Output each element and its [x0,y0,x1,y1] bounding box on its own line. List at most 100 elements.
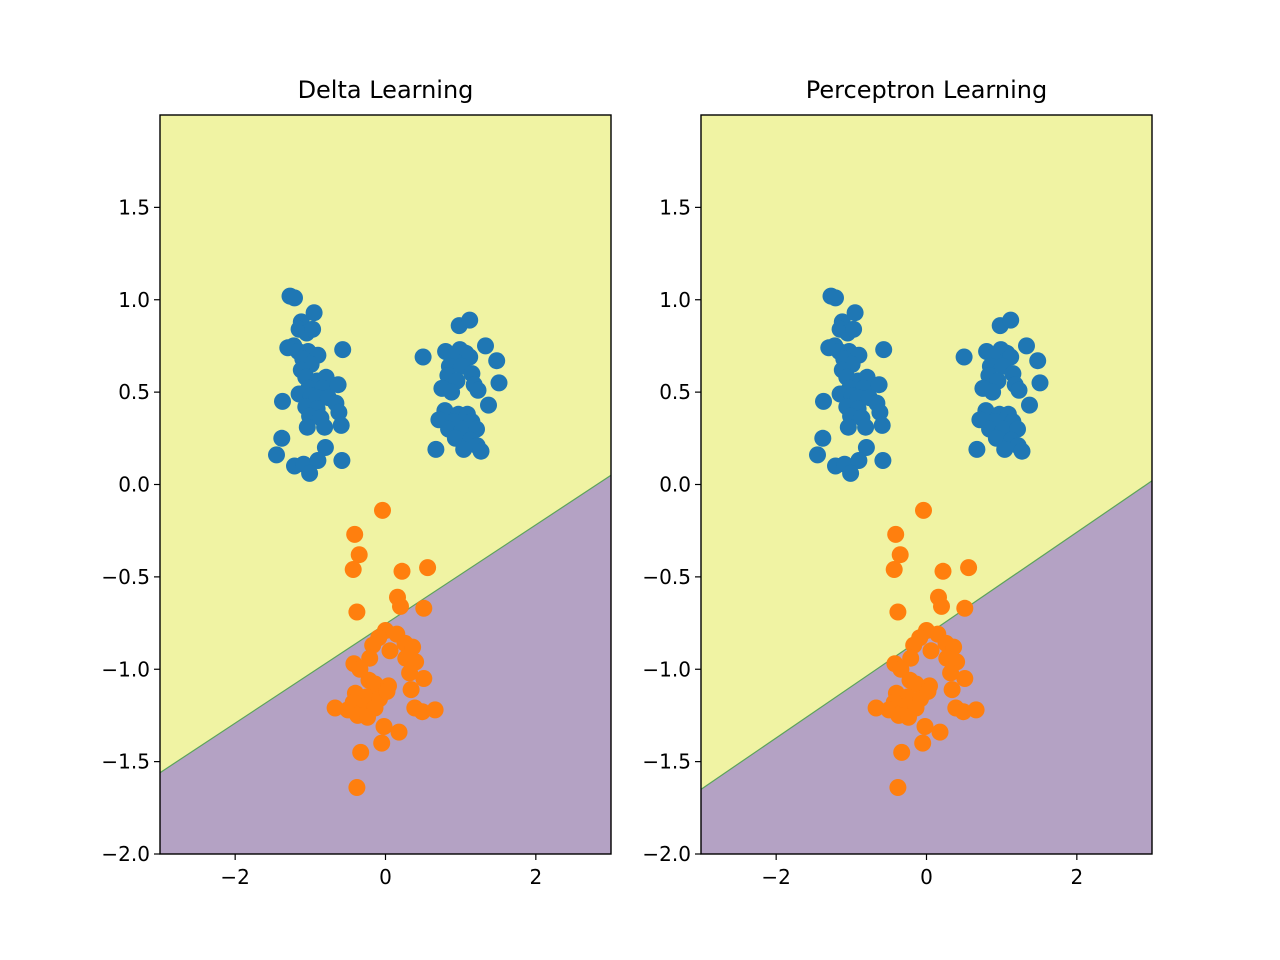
scatter-point-class-a [984,383,1002,401]
y-tick-label: −0.5 [642,565,691,589]
scatter-point-class-b [361,649,379,667]
scatter-point-class-a [461,311,479,329]
scatter-point-class-a [1029,352,1047,370]
scatter-point-class-b [359,708,376,726]
scatter-point-class-a [330,403,348,421]
scatter-point-class-b [900,708,917,726]
scatter-point-class-a [414,348,432,366]
scatter-point-class-a [1002,311,1020,329]
x-tick-label: 0 [920,865,933,889]
scatter-point-class-a [1021,396,1038,414]
scatter-point-class-a [996,440,1014,458]
scatter-point-class-a [873,416,891,434]
scatter-point-class-a [968,440,986,458]
scatter-point-class-b [364,636,382,654]
scatter-point-class-a [846,304,864,322]
scatter-point-class-a [809,446,826,464]
scatter-point-class-a [286,289,303,307]
scatter-point-class-a [316,418,334,436]
scatter-point-class-b [933,597,950,615]
scatter-point-class-a [472,442,490,460]
y-tick-label: 1.0 [659,288,691,312]
scatter-point-class-b [914,734,932,752]
subplot-perceptron: Perceptron Learning −2 0 2 −2.0 −1.5 −1.0 −0.5… [642,76,1153,889]
scatter-point-class-b [350,546,368,564]
scatter-point-class-b [348,779,366,796]
scatter-point-class-b [402,681,420,699]
scatter-point-class-a [477,337,494,355]
x-tick-label: 0 [379,865,392,889]
scatter-point-class-b [934,562,952,580]
x-tick-label: −2 [220,865,249,889]
scatter-point-class-b [381,642,399,660]
scatter-point-class-b [348,603,366,621]
scatter-point-class-a [490,374,508,392]
scatter-point-class-a [857,439,875,456]
x-tick-label: −2 [761,865,790,889]
scatter-point-class-a [827,289,844,307]
y-tick-label: −1.5 [642,750,691,774]
scatter-point-class-b [893,743,911,761]
decision-region-lower [701,480,1152,854]
scatter-point-class-a [333,452,351,469]
scatter-point-class-a [955,348,973,366]
scatter-point-class-a [850,452,868,469]
scatter-point-class-b [889,779,907,796]
scatter-point-class-a [455,440,473,458]
scatter-point-class-a [304,320,322,338]
y-tick-label: 1.5 [118,195,150,219]
scatter-point-class-a [469,381,487,399]
scatter-point-class-b [375,718,393,735]
scatter-point-class-a [427,440,445,458]
scatter-point-class-a [443,383,461,401]
y-tick-label: 0.0 [118,473,150,497]
scatter-point-class-a [305,304,323,322]
y-tick-label: −1.0 [642,657,691,681]
chart-title: Perceptron Learning [806,76,1047,104]
y-tick-label: 1.5 [659,195,691,219]
scatter-point-class-b [378,682,396,700]
scatter-point-class-a [332,416,350,434]
scatter-point-class-b [415,670,433,687]
y-tick-label: −2.0 [642,842,691,866]
scatter-point-class-a [814,429,832,447]
scatter-point-class-b [922,642,940,660]
scatter-point-class-b [419,559,437,577]
scatter-point-class-a [842,464,860,482]
scatter-point-class-a [875,341,893,359]
scatter-point-class-b [942,664,960,682]
scatter-point-class-b [956,670,974,687]
scatter-point-class-b [390,723,408,741]
scatter-point-class-a [274,392,291,410]
scatter-point-class-a [1031,374,1049,392]
scatter-point-class-b [415,599,433,617]
scatter-point-class-b [887,525,905,543]
scatter-point-class-a [334,341,352,359]
decision-region-upper [160,115,611,773]
decision-region-lower [160,475,611,854]
scatter-point-class-b [393,562,411,580]
scatter-point-class-a [874,452,892,469]
scatter-point-class-b [346,525,364,543]
scatter-point-class-b [902,649,920,667]
scatter-point-class-b [373,734,391,752]
scatter-point-class-a [298,418,316,436]
y-tick-label: −1.0 [101,657,150,681]
scatter-point-class-b [867,699,885,717]
scatter-point-class-b [943,681,961,699]
scatter-point-class-b [885,561,903,578]
scatter-point-class-b [905,636,923,654]
scatter-point-class-a [268,446,285,464]
scatter-point-class-b [960,559,978,577]
scatter-point-class-b [326,699,344,717]
scatter-point-class-b [891,546,909,564]
y-tick-label: −2.0 [101,842,150,866]
scatter-point-class-b [919,682,937,700]
scatter-point-class-a [871,403,889,421]
y-tick-label: 1.0 [118,288,150,312]
scatter-point-class-b [889,603,907,621]
scatter-point-class-a [870,376,888,394]
scatter-point-class-b [374,501,391,519]
scatter-point-class-a [839,418,857,436]
